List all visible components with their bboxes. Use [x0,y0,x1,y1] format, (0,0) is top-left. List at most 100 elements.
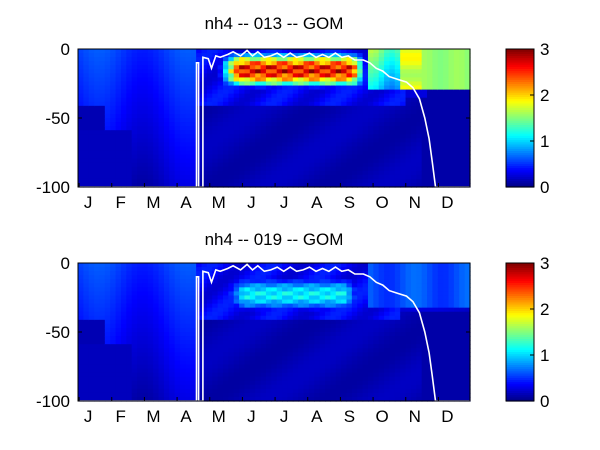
heatmap-cell [180,348,186,353]
heatmap-cell [400,122,407,127]
heatmap-cell [298,388,305,394]
heatmap-cell [153,348,160,353]
heatmap-cell [147,364,154,370]
heatmap-cell [249,77,256,83]
heatmap-cell [405,340,412,345]
heatmap-cell [239,380,246,386]
heatmap-cell [287,126,294,131]
heatmap-cell [287,113,294,119]
heatmap-cell [287,344,294,349]
heatmap-cell [233,174,240,180]
heatmap-cell [206,323,213,329]
heatmap-cell [147,315,154,321]
heatmap-cell [410,118,417,123]
heatmap-cell [330,142,337,148]
heatmap-cell [325,352,331,357]
colorbar-segment [506,180,534,184]
heatmap-cell [373,307,380,313]
heatmap-cell [351,380,358,386]
heatmap-cell [115,279,122,284]
heatmap-cell [99,352,106,357]
heatmap-cell [185,49,192,54]
heatmap-cell [276,146,283,152]
heatmap-cell [314,271,321,276]
heatmap-cell [142,89,149,95]
heatmap-cell [287,348,294,353]
heatmap-cell [346,65,353,70]
heatmap-cell [104,356,111,362]
heatmap-cell [308,81,315,87]
heatmap-cell [99,319,106,325]
heatmap-cell [115,263,122,268]
heatmap-cell [335,182,342,188]
heatmap-cell [421,53,428,58]
heatmap-cell [222,122,229,127]
heatmap-cell [410,307,417,313]
heatmap-cell [319,61,326,66]
heatmap-cell [131,315,138,321]
heatmap-cell [131,178,138,184]
heatmap-cell [260,303,267,309]
heatmap-cell [255,271,262,276]
heatmap-cell [400,93,407,99]
heatmap-cell [239,315,246,321]
heatmap-cell [249,81,256,87]
heatmap-cell [142,299,149,305]
heatmap-cell [99,158,106,164]
heatmap-cell [276,134,283,139]
heatmap-cell [104,93,111,99]
heatmap-cell [357,311,364,317]
heatmap-cell [271,166,278,172]
heatmap-cell [341,61,348,66]
heatmap-cell [448,178,455,184]
heatmap-cell [357,158,364,164]
heatmap-cell [314,182,321,188]
heatmap-cell [137,356,144,362]
heatmap-cell [314,150,321,156]
heatmap-cell [142,303,149,309]
heatmap-cell [308,49,315,54]
heatmap-cell [142,85,149,91]
heatmap-cell [287,130,294,135]
heatmap-cell [110,142,117,148]
heatmap-cell [276,376,283,382]
heatmap-cell [233,299,240,305]
heatmap-cell [459,126,466,131]
heatmap-cell [94,182,101,188]
heatmap-cell [330,158,337,164]
heatmap-cell [180,388,186,394]
heatmap-cell [104,380,111,386]
heatmap-cell [276,85,283,91]
heatmap-cell [104,368,111,374]
heatmap-cell [443,178,450,184]
heatmap-cell [158,295,165,301]
heatmap-cell [378,267,385,272]
heatmap-cell [405,134,412,139]
heatmap-cell [432,299,439,305]
heatmap-cell [233,340,240,345]
heatmap-cell [249,372,256,378]
heatmap-cell [298,73,305,79]
heatmap-cell [249,105,256,111]
heatmap-cell [153,109,160,115]
heatmap-cell [228,340,235,345]
heatmap-cell [303,61,310,66]
heatmap-cell [158,93,165,99]
heatmap-cell [174,174,181,180]
heatmap-cell [427,295,434,301]
heatmap-cell [99,118,106,123]
heatmap-cell [271,303,278,309]
heatmap-cell [292,287,299,293]
heatmap-cell [78,134,84,139]
heatmap-cell [174,360,181,366]
heatmap-cell [384,327,391,333]
heatmap-cell [351,279,358,284]
heatmap-cell [78,327,84,333]
heatmap-cell [142,287,149,293]
heatmap-cell [303,53,310,58]
heatmap-cell [142,380,149,386]
heatmap-cell [126,396,133,402]
heatmap-cell [244,392,251,398]
heatmap-cell [271,89,278,95]
heatmap-cell [265,348,272,353]
